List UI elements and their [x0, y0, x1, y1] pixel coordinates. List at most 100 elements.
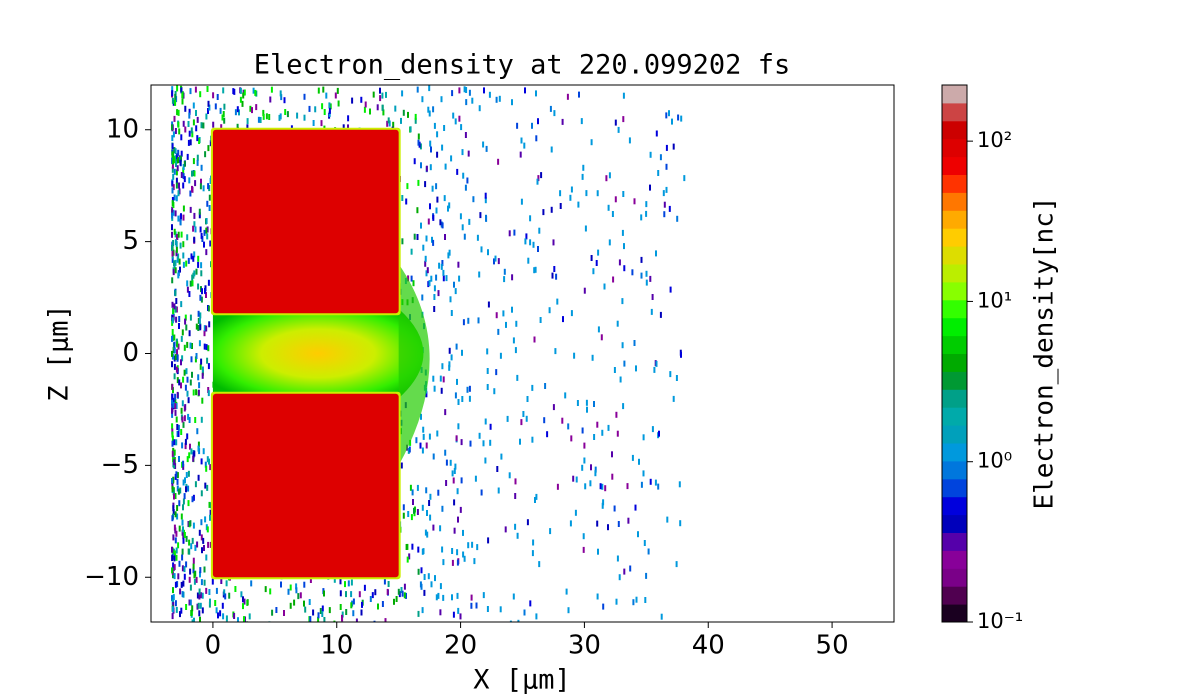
speckle — [461, 149, 464, 156]
speckle — [187, 521, 190, 527]
speckle — [198, 340, 201, 347]
speckle — [554, 348, 557, 355]
speckle — [205, 249, 208, 256]
speckle — [181, 529, 184, 536]
speckle — [453, 468, 456, 474]
speckle — [548, 307, 551, 314]
speckle — [200, 164, 203, 171]
speckle — [182, 421, 185, 428]
speckle — [200, 262, 203, 269]
speckle — [341, 614, 343, 621]
speckle — [526, 519, 529, 526]
speckle — [207, 363, 210, 370]
speckle — [180, 150, 183, 157]
speckle — [497, 487, 500, 494]
speckle — [220, 578, 223, 584]
speckle — [449, 296, 452, 303]
speckle — [171, 555, 174, 562]
speckle — [455, 435, 458, 442]
speckle — [182, 182, 185, 189]
speckle — [583, 457, 586, 464]
speckle — [317, 616, 320, 622]
speckle — [289, 602, 292, 609]
speckle — [456, 549, 459, 556]
speckle — [204, 287, 206, 294]
speckle — [581, 427, 584, 434]
colorbar-swatch — [942, 317, 967, 337]
speckle — [175, 439, 178, 446]
speckle — [486, 368, 489, 374]
speckle — [184, 384, 187, 391]
speckle — [420, 413, 422, 420]
speckle — [222, 87, 225, 94]
speckle — [175, 416, 178, 423]
speckle — [246, 599, 249, 606]
speckle — [223, 117, 226, 124]
speckle — [209, 464, 212, 471]
speckle — [176, 505, 179, 511]
colorbar-tick-label: 10⁻¹ — [977, 609, 1023, 633]
speckle — [428, 433, 431, 440]
speckle — [616, 430, 619, 437]
speckle — [456, 559, 459, 566]
speckle — [465, 87, 468, 93]
speckle — [200, 232, 203, 239]
speckle — [379, 95, 382, 102]
speckle — [437, 290, 440, 297]
speckle — [215, 587, 218, 594]
speckle — [529, 215, 532, 222]
speckle — [519, 151, 522, 158]
speckle — [189, 139, 192, 146]
speckle — [499, 352, 502, 359]
speckle — [475, 602, 478, 609]
speckle — [207, 387, 210, 393]
speckle — [217, 612, 219, 619]
speckle — [191, 274, 194, 281]
speckle — [663, 201, 666, 208]
speckle — [171, 231, 173, 238]
speckle — [180, 301, 183, 308]
speckle — [180, 581, 183, 588]
speckle — [200, 358, 203, 365]
colorbar-swatch — [942, 604, 967, 623]
speckle — [171, 383, 174, 390]
speckle — [601, 429, 604, 436]
speckle — [269, 96, 272, 103]
speckle — [553, 110, 556, 117]
speckle — [192, 225, 195, 232]
speckle — [549, 105, 552, 112]
speckle — [438, 262, 441, 269]
speckle — [462, 529, 464, 536]
speckle — [200, 122, 203, 129]
speckle — [208, 458, 210, 465]
speckle — [182, 479, 185, 486]
speckle — [205, 292, 207, 298]
speckle — [200, 519, 203, 526]
speckle — [173, 449, 176, 456]
speckle — [197, 441, 200, 448]
speckle — [460, 124, 463, 131]
speckle — [424, 529, 427, 536]
speckle — [194, 356, 197, 363]
speckle — [286, 111, 289, 118]
speckle — [432, 106, 435, 113]
speckle — [534, 497, 536, 503]
speckle — [215, 607, 218, 614]
speckle — [171, 162, 174, 169]
speckle — [493, 388, 496, 395]
speckle — [555, 273, 558, 280]
speckle — [645, 210, 648, 217]
speckle — [659, 311, 662, 318]
speckle — [633, 340, 636, 346]
speckle — [345, 609, 348, 615]
speckle — [497, 158, 500, 165]
speckle — [589, 480, 592, 487]
speckle — [191, 496, 194, 503]
speckle — [173, 303, 176, 310]
speckle — [199, 324, 202, 331]
speckle — [535, 135, 538, 142]
speckle — [174, 600, 177, 607]
speckle — [408, 553, 411, 560]
speckle — [458, 115, 461, 122]
speckle — [171, 90, 174, 97]
